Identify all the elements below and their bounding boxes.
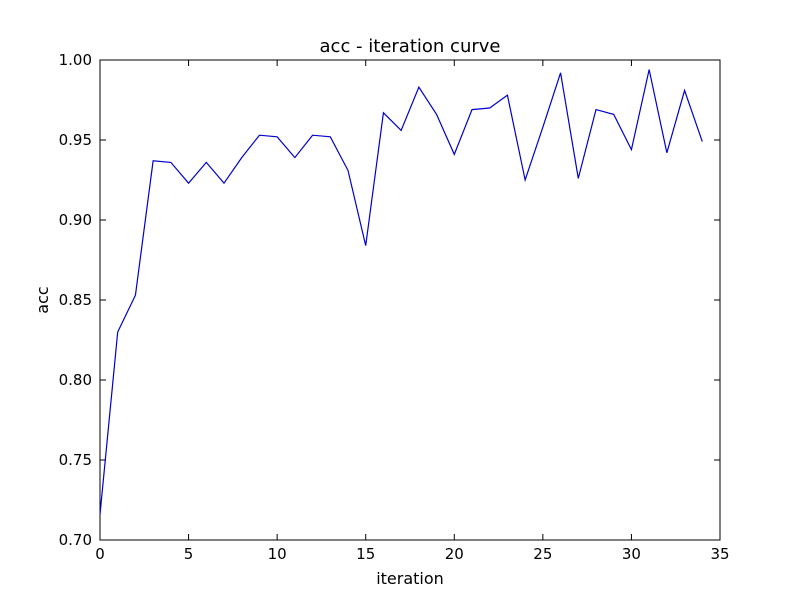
y-tick-label: 0.95 [59, 131, 92, 149]
x-tick-label: 20 [445, 545, 464, 563]
y-tick-label: 1.00 [59, 51, 92, 69]
x-tick-label: 15 [356, 545, 375, 563]
x-tick-label: 25 [533, 545, 552, 563]
x-tick-label: 35 [710, 545, 729, 563]
tick-labels: 0 5 10 15 20 25 30 35 0.70 0.75 0.80 0.85 0.90 0.95 1.… [59, 51, 730, 563]
series-line [99, 69, 703, 515]
y-tick-label: 0.75 [59, 451, 92, 469]
x-tick-label: 0 [95, 545, 105, 563]
y-tick-label: 0.80 [59, 371, 92, 389]
x-tick-label: 5 [184, 545, 194, 563]
y-tick-label: 0.70 [59, 531, 92, 549]
x-tick-label: 10 [268, 545, 287, 563]
x-axis-label: iteration [376, 569, 444, 588]
y-tick-label: 0.90 [59, 211, 92, 229]
x-tick-label: 30 [622, 545, 641, 563]
y-tick-label: 0.85 [59, 291, 92, 309]
ticks [99, 59, 721, 541]
y-axis-label: acc [33, 286, 52, 313]
chart-title: acc - iteration curve [320, 36, 501, 57]
plot-frame [99, 59, 721, 541]
